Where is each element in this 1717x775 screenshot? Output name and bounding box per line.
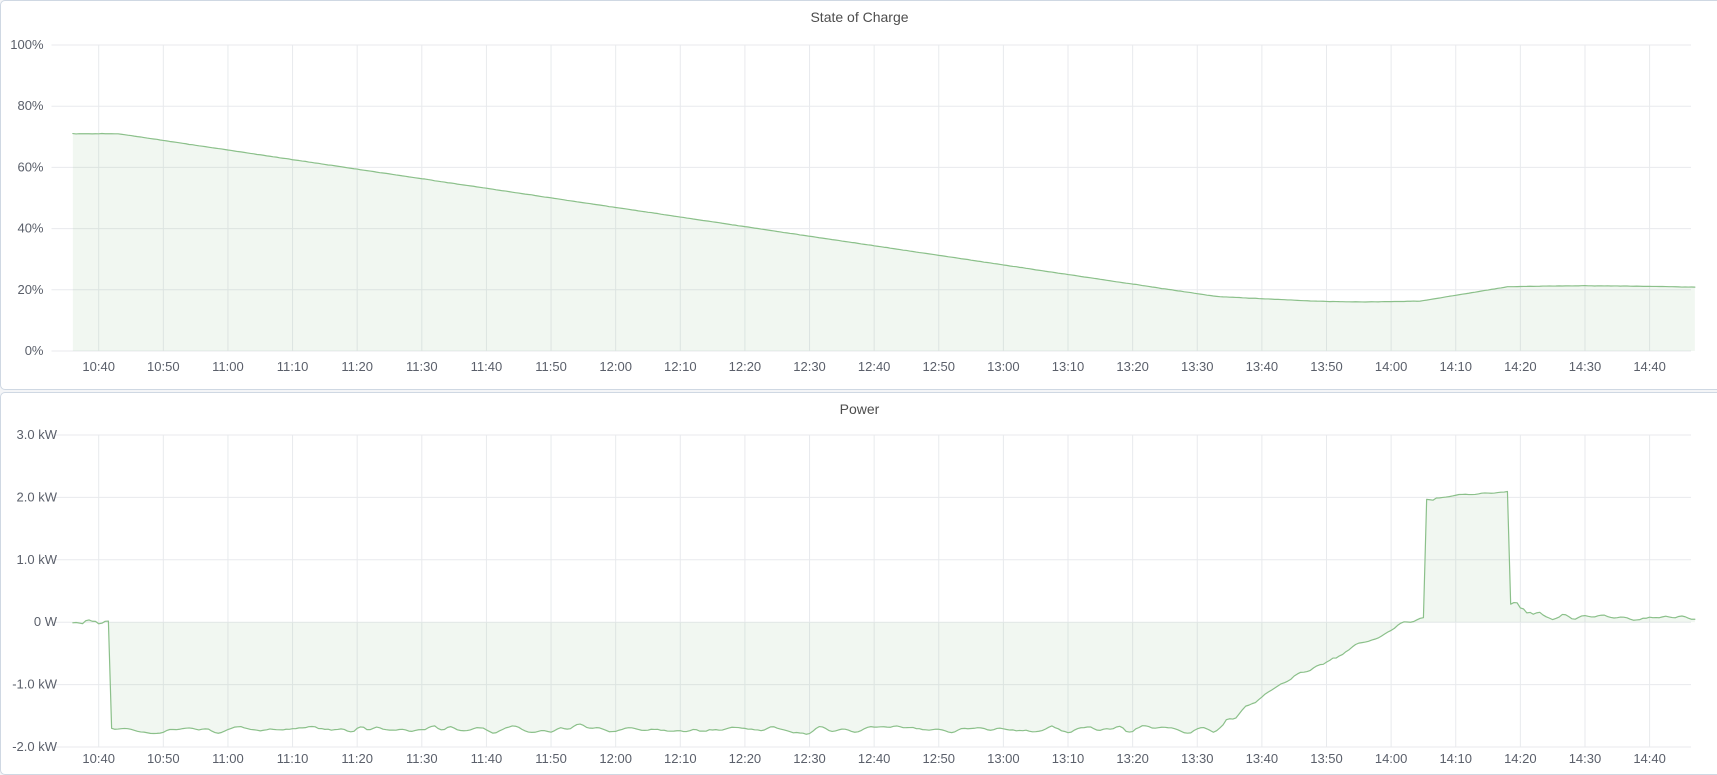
- svg-text:40%: 40%: [17, 221, 43, 236]
- svg-text:1.0 kW: 1.0 kW: [17, 552, 58, 567]
- svg-text:14:30: 14:30: [1569, 359, 1602, 374]
- svg-text:14:40: 14:40: [1633, 751, 1666, 766]
- svg-text:0 W: 0 W: [34, 614, 58, 629]
- svg-text:-2.0 kW: -2.0 kW: [12, 739, 58, 754]
- svg-text:12:00: 12:00: [599, 359, 632, 374]
- svg-text:10:40: 10:40: [82, 359, 115, 374]
- svg-text:10:40: 10:40: [82, 751, 115, 766]
- svg-text:11:10: 11:10: [277, 359, 309, 374]
- svg-text:10:50: 10:50: [147, 359, 180, 374]
- svg-text:14:40: 14:40: [1633, 359, 1666, 374]
- svg-text:11:20: 11:20: [341, 751, 373, 766]
- svg-text:14:30: 14:30: [1569, 751, 1602, 766]
- svg-text:100%: 100%: [10, 37, 44, 52]
- svg-text:14:00: 14:00: [1375, 359, 1408, 374]
- svg-text:12:50: 12:50: [922, 359, 955, 374]
- svg-text:12:10: 12:10: [664, 359, 697, 374]
- svg-text:11:30: 11:30: [406, 751, 438, 766]
- svg-text:13:20: 13:20: [1116, 751, 1149, 766]
- svg-text:13:50: 13:50: [1310, 359, 1343, 374]
- svg-text:14:20: 14:20: [1504, 751, 1537, 766]
- svg-text:11:40: 11:40: [471, 751, 503, 766]
- svg-text:14:10: 14:10: [1439, 359, 1472, 374]
- svg-text:11:20: 11:20: [341, 359, 373, 374]
- svg-text:13:50: 13:50: [1310, 751, 1343, 766]
- svg-text:3.0 kW: 3.0 kW: [17, 427, 58, 442]
- svg-text:80%: 80%: [17, 98, 43, 113]
- svg-text:12:40: 12:40: [858, 751, 891, 766]
- svg-text:12:10: 12:10: [664, 751, 697, 766]
- svg-text:12:30: 12:30: [793, 751, 826, 766]
- svg-text:-1.0 kW: -1.0 kW: [12, 677, 58, 692]
- svg-text:13:10: 13:10: [1052, 359, 1085, 374]
- svg-text:11:00: 11:00: [212, 359, 244, 374]
- svg-text:0%: 0%: [25, 343, 44, 358]
- svg-text:12:40: 12:40: [858, 359, 891, 374]
- svg-text:12:20: 12:20: [729, 751, 762, 766]
- svg-text:60%: 60%: [17, 159, 43, 174]
- svg-text:12:30: 12:30: [793, 359, 826, 374]
- svg-text:10:50: 10:50: [147, 751, 180, 766]
- svg-text:14:20: 14:20: [1504, 359, 1537, 374]
- svg-text:13:40: 13:40: [1246, 751, 1279, 766]
- svg-text:11:10: 11:10: [277, 751, 309, 766]
- svg-text:2.0 kW: 2.0 kW: [17, 489, 58, 504]
- svg-text:11:40: 11:40: [471, 359, 503, 374]
- svg-text:13:10: 13:10: [1052, 751, 1085, 766]
- svg-text:13:20: 13:20: [1116, 359, 1149, 374]
- svg-text:11:50: 11:50: [535, 751, 567, 766]
- svg-text:13:30: 13:30: [1181, 751, 1214, 766]
- svg-text:11:50: 11:50: [535, 359, 567, 374]
- svg-text:13:30: 13:30: [1181, 359, 1214, 374]
- svg-text:13:40: 13:40: [1246, 359, 1279, 374]
- svg-text:12:00: 12:00: [599, 751, 632, 766]
- svg-text:11:30: 11:30: [406, 359, 438, 374]
- svg-text:13:00: 13:00: [987, 359, 1020, 374]
- svg-text:14:10: 14:10: [1439, 751, 1472, 766]
- svg-text:12:20: 12:20: [729, 359, 762, 374]
- svg-text:11:00: 11:00: [212, 751, 244, 766]
- svg-text:14:00: 14:00: [1375, 751, 1408, 766]
- svg-text:13:00: 13:00: [987, 751, 1020, 766]
- svg-text:12:50: 12:50: [922, 751, 955, 766]
- svg-text:20%: 20%: [17, 282, 43, 297]
